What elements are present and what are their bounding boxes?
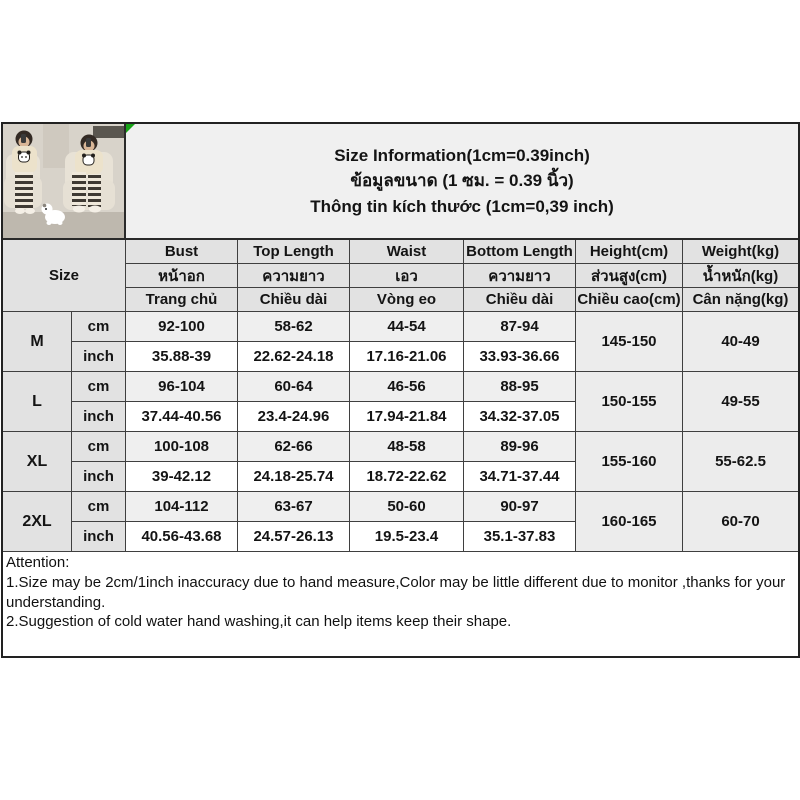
unit-inch: inch <box>72 402 126 432</box>
header-bottomlength-vi: Chiều dài <box>464 288 576 312</box>
attention-line-2: 2.Suggestion of cold water hand washing,… <box>6 613 512 631</box>
xl-waist-inch: 18.72-22.62 <box>350 462 464 492</box>
xl-bust-cm: 100-108 <box>126 432 238 462</box>
attention-notes: Attention: 1.Size may be 2cm/1inch inacc… <box>3 552 798 656</box>
m-bottomlength-cm: 87-94 <box>464 312 576 342</box>
header-toplength-th: ความยาว <box>238 264 350 288</box>
size-chart-sheet: Size Information(1cm=0.39inch) ข้อมูลขนา… <box>1 122 800 658</box>
product-photo-illustration <box>3 124 124 238</box>
unit-inch: inch <box>72 522 126 552</box>
attention-heading: Attention: <box>6 554 70 571</box>
unit-cm: cm <box>72 492 126 522</box>
header-weight-vi: Cân nặng(kg) <box>683 288 798 312</box>
2xl-height: 160-165 <box>576 492 683 552</box>
unit-cm: cm <box>72 312 126 342</box>
l-bust-cm: 96-104 <box>126 372 238 402</box>
top-row: Size Information(1cm=0.39inch) ข้อมูลขนา… <box>3 124 798 240</box>
m-toplength-cm: 58-62 <box>238 312 350 342</box>
l-toplength-inch: 23.4-24.96 <box>238 402 350 432</box>
m-bust-inch: 35.88-39 <box>126 342 238 372</box>
l-bottomlength-inch: 34.32-37.05 <box>464 402 576 432</box>
size-label-l: L <box>3 372 72 432</box>
2xl-waist-inch: 19.5-23.4 <box>350 522 464 552</box>
header-bust-th: หน้าอก <box>126 264 238 288</box>
l-toplength-cm: 60-64 <box>238 372 350 402</box>
size-label-2xl: 2XL <box>3 492 72 552</box>
size-label-m: M <box>3 312 72 372</box>
l-waist-inch: 17.94-21.84 <box>350 402 464 432</box>
2xl-bust-cm: 104-112 <box>126 492 238 522</box>
header-waist-vi: Vòng eo <box>350 288 464 312</box>
2xl-weight: 60-70 <box>683 492 798 552</box>
header-bust-en: Bust <box>126 240 238 264</box>
header-toplength-vi: Chiều dài <box>238 288 350 312</box>
header-bottomlength-th: ความยาว <box>464 264 576 288</box>
header-bottomlength-en: Bottom Length <box>464 240 576 264</box>
l-bottomlength-cm: 88-95 <box>464 372 576 402</box>
xl-toplength-inch: 24.18-25.74 <box>238 462 350 492</box>
header-height-en: Height(cm) <box>576 240 683 264</box>
header-bust-vi: Trang chủ <box>126 288 238 312</box>
header-waist-en: Waist <box>350 240 464 264</box>
unit-cm: cm <box>72 432 126 462</box>
header-height-vi: Chiều cao(cm) <box>576 288 683 312</box>
l-bust-inch: 37.44-40.56 <box>126 402 238 432</box>
l-waist-cm: 46-56 <box>350 372 464 402</box>
header-weight-en: Weight(kg) <box>683 240 798 264</box>
m-height: 145-150 <box>576 312 683 372</box>
m-waist-inch: 17.16-21.06 <box>350 342 464 372</box>
header-waist-th: เอว <box>350 264 464 288</box>
size-label-xl: XL <box>3 432 72 492</box>
m-toplength-inch: 22.62-24.18 <box>238 342 350 372</box>
2xl-bottomlength-cm: 90-97 <box>464 492 576 522</box>
2xl-toplength-inch: 24.57-26.13 <box>238 522 350 552</box>
m-bust-cm: 92-100 <box>126 312 238 342</box>
xl-height: 155-160 <box>576 432 683 492</box>
l-weight: 49-55 <box>683 372 798 432</box>
unit-inch: inch <box>72 462 126 492</box>
xl-toplength-cm: 62-66 <box>238 432 350 462</box>
attention-line-1: 1.Size may be 2cm/1inch inaccuracy due t… <box>6 573 786 611</box>
header-toplength-en: Top Length <box>238 240 350 264</box>
title-vietnamese: Thông tin kích thước (1cm=0,39 inch) <box>310 196 614 216</box>
header-size: Size <box>3 240 126 312</box>
title-english: Size Information(1cm=0.39inch) <box>334 145 590 165</box>
xl-weight: 55-62.5 <box>683 432 798 492</box>
unit-inch: inch <box>72 342 126 372</box>
size-table: Size Bust Top Length Waist Bottom Length… <box>3 240 798 552</box>
m-bottomlength-inch: 33.93-36.66 <box>464 342 576 372</box>
xl-waist-cm: 48-58 <box>350 432 464 462</box>
unit-cm: cm <box>72 372 126 402</box>
2xl-waist-cm: 50-60 <box>350 492 464 522</box>
title-thai: ข้อมูลขนาด (1 ซม. = 0.39 นิ้ว) <box>350 171 574 191</box>
xl-bottomlength-cm: 89-96 <box>464 432 576 462</box>
header-height-th: ส่วนสูง(cm) <box>576 264 683 288</box>
xl-bottomlength-inch: 34.71-37.44 <box>464 462 576 492</box>
2xl-toplength-cm: 63-67 <box>238 492 350 522</box>
corner-marker-icon <box>126 124 135 133</box>
product-photo <box>3 124 126 238</box>
m-waist-cm: 44-54 <box>350 312 464 342</box>
l-height: 150-155 <box>576 372 683 432</box>
2xl-bust-inch: 40.56-43.68 <box>126 522 238 552</box>
m-weight: 40-49 <box>683 312 798 372</box>
2xl-bottomlength-inch: 35.1-37.83 <box>464 522 576 552</box>
header-weight-th: น้ำหนัก(kg) <box>683 264 798 288</box>
title-cell: Size Information(1cm=0.39inch) ข้อมูลขนา… <box>126 124 798 238</box>
xl-bust-inch: 39-42.12 <box>126 462 238 492</box>
